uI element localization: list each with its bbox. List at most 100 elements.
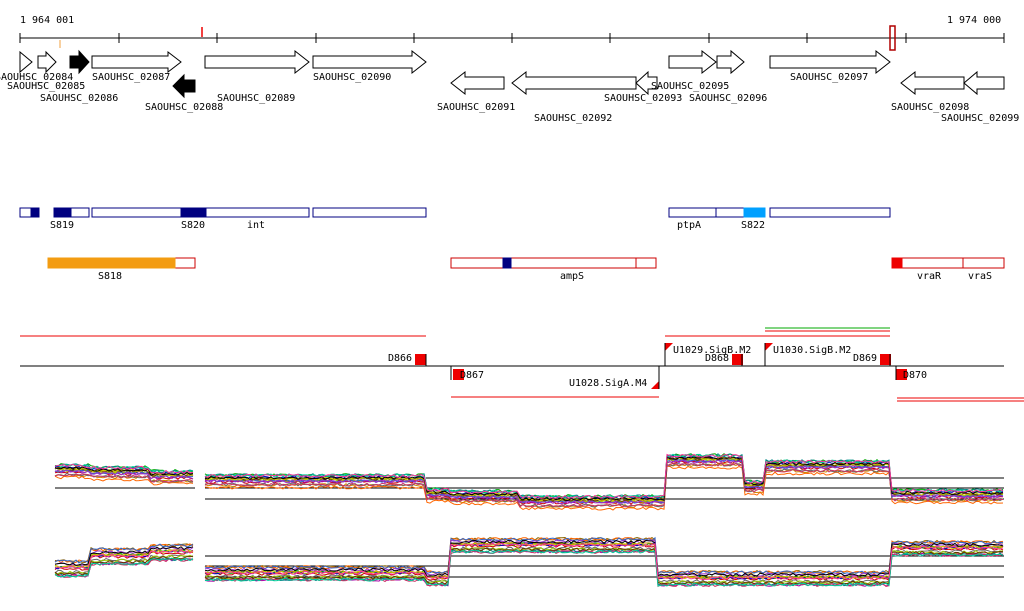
gene-label[interactable]: SAOUHSC_02097 <box>790 72 868 83</box>
ruler-ticks <box>19 33 1005 43</box>
gene-arrow-02092[interactable] <box>511 70 637 96</box>
gene-label[interactable]: SAOUHSC_02084 <box>0 72 73 83</box>
expression-trace <box>204 453 1004 499</box>
expression-trace <box>204 549 1004 587</box>
expression-trace <box>54 463 194 474</box>
expression-profiles-plus <box>54 453 1004 511</box>
gene-label[interactable]: SAOUHSC_02095 <box>651 81 729 92</box>
ruler-start-label: 1 964 001 <box>20 15 74 26</box>
minus-feature-labels: S818 ampS vraR vraS <box>98 271 992 282</box>
expression-trace <box>204 543 1004 580</box>
expression-trace <box>54 473 194 483</box>
gene-arrow-02085[interactable] <box>37 50 57 74</box>
motif-flag[interactable] <box>665 343 673 351</box>
gene-arrow-02096[interactable] <box>716 49 745 75</box>
feature-box[interactable] <box>769 207 891 218</box>
expression-trace <box>54 543 194 564</box>
gene-label[interactable]: SAOUHSC_02096 <box>689 93 767 104</box>
gene-arrow-02086[interactable] <box>69 49 90 75</box>
gene-arrow-02091[interactable] <box>450 70 505 96</box>
feature-block-orange[interactable] <box>47 257 176 269</box>
gene-label[interactable]: SAOUHSC_02091 <box>437 102 515 113</box>
motif-flag[interactable] <box>651 381 659 389</box>
expression-trace <box>204 465 1004 511</box>
breakpoint-label: D866 <box>388 353 412 364</box>
promoter-stems <box>425 343 897 389</box>
expression-trace <box>54 466 194 476</box>
breakpoint-d870[interactable] <box>896 369 907 380</box>
expression-trace <box>54 467 194 477</box>
gene-arrow-02089[interactable] <box>204 49 310 75</box>
regulatory-track: D866 D867 D868 D869 D870 U1029.SigB.M2 U… <box>20 327 1024 402</box>
feature-label: S819 <box>50 220 74 231</box>
feature-label: S820 <box>181 220 205 231</box>
expression-trace <box>54 554 194 575</box>
gene-label[interactable]: SAOUHSC_02086 <box>40 93 118 104</box>
coordinate-ruler: 1 964 001 1 974 000 <box>19 15 1005 51</box>
gene-arrow-02098[interactable] <box>900 70 965 96</box>
expression-trace <box>54 469 194 480</box>
feature-block-dark <box>180 207 207 218</box>
gene-label[interactable]: SAOUHSC_02090 <box>313 72 391 83</box>
gene-arrow-02088[interactable] <box>172 73 196 99</box>
gene-label[interactable]: SAOUHSC_02089 <box>217 93 295 104</box>
gene-arrow-02090[interactable] <box>312 49 427 75</box>
breakpoint-d866[interactable] <box>415 354 426 365</box>
expression-trace <box>54 557 194 578</box>
gene-arrow-02095[interactable] <box>668 49 717 75</box>
ruler-end-label: 1 974 000 <box>947 15 1001 26</box>
gene-arrow-02097[interactable] <box>769 49 891 75</box>
motif-label: U1030.SigB.M2 <box>773 345 851 356</box>
breakpoint-label: D868 <box>705 353 729 364</box>
breakpoint-label: D869 <box>853 353 877 364</box>
breakpoint-d869[interactable] <box>880 354 891 365</box>
gene-label[interactable]: SAOUHSC_02093 <box>604 93 682 104</box>
feature-label: S822 <box>741 220 765 231</box>
feature-block-dark <box>53 207 72 218</box>
feature-block-light[interactable] <box>743 207 766 218</box>
gene-arrow-02084[interactable] <box>19 50 33 74</box>
plus-feature-labels: S819 S820 int ptpA S822 <box>50 220 765 231</box>
gene-label[interactable]: SAOUHSC_02092 <box>534 113 612 124</box>
breakpoint-markers <box>415 343 907 389</box>
expression-trace <box>54 475 194 486</box>
feature-box[interactable] <box>715 207 745 218</box>
feature-label: S818 <box>98 271 122 282</box>
gene-label[interactable]: SAOUHSC_02098 <box>891 102 969 113</box>
breakpoint-d867[interactable] <box>453 369 464 380</box>
feature-box[interactable] <box>891 257 1005 269</box>
expression-trace <box>54 548 194 569</box>
feature-block-red <box>891 257 903 269</box>
gene-arrow-02099[interactable] <box>963 70 1005 96</box>
breakpoint-d868[interactable] <box>732 354 743 365</box>
expression-trace <box>204 456 1004 502</box>
gene-label[interactable]: SAOUHSC_02087 <box>92 72 170 83</box>
feature-label: ptpA <box>677 220 701 231</box>
feature-label: ampS <box>560 271 584 282</box>
feature-block-dark <box>502 257 512 269</box>
gene-arrow-02093[interactable] <box>635 70 658 96</box>
motif-flag[interactable] <box>765 343 773 351</box>
expression-trace <box>204 459 1004 505</box>
current-position-marker[interactable] <box>889 25 896 51</box>
motif-label: U1029.SigB.M2 <box>673 345 751 356</box>
gene-label[interactable]: SAOUHSC_02088 <box>145 102 223 113</box>
feature-label: int <box>247 220 265 231</box>
expression-trace <box>204 539 1004 577</box>
expression-trace <box>54 549 194 570</box>
expression-trace <box>204 547 1004 585</box>
feature-box[interactable] <box>450 257 657 269</box>
gene-label[interactable]: SAOUHSC_02099 <box>941 113 1019 124</box>
expression-profiles-minus <box>54 536 1004 588</box>
motif-label: U1028.SigA.M4 <box>569 378 647 389</box>
gene-label[interactable]: SAOUHSC_02085 <box>7 81 85 92</box>
gene-labels: SAOUHSC_02084 SAOUHSC_02085 SAOUHSC_0208… <box>0 72 1019 124</box>
feature-box[interactable] <box>668 207 717 218</box>
feature-box[interactable] <box>312 207 427 218</box>
plus-feature-track <box>19 207 891 218</box>
breakpoint-label: D870 <box>903 370 927 381</box>
gene-arrow-02087[interactable] <box>91 50 182 74</box>
expression-panel-minus <box>54 536 1004 588</box>
expression-panel-plus <box>54 453 1004 511</box>
